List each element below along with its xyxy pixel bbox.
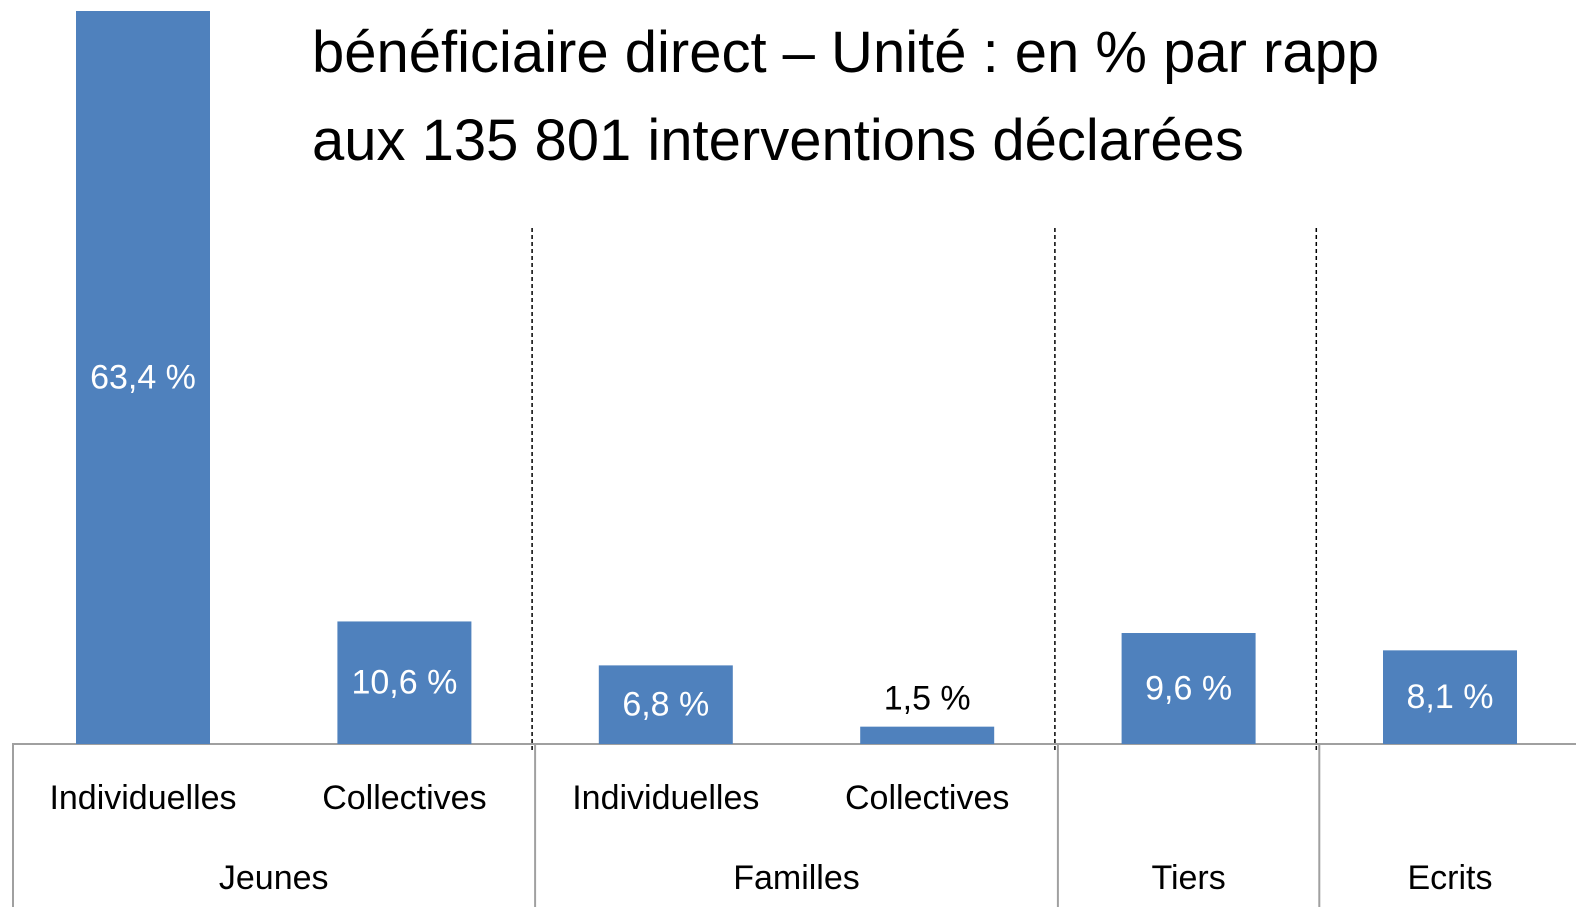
data-label: 6,8 % bbox=[622, 686, 709, 724]
x-tick-label: Collectives bbox=[845, 779, 1009, 817]
x-tick-label: Individuelles bbox=[49, 779, 236, 817]
group-label: Jeunes bbox=[219, 859, 329, 897]
data-label: 8,1 % bbox=[1407, 678, 1494, 716]
data-label: 10,6 % bbox=[351, 664, 457, 702]
bar bbox=[1383, 650, 1517, 744]
bar bbox=[337, 621, 472, 744]
x-tick-label: Collectives bbox=[322, 779, 486, 817]
bar bbox=[598, 665, 733, 744]
x-tick-label: Individuelles bbox=[572, 779, 759, 817]
bar bbox=[860, 726, 995, 744]
chart-title: bénéficiaire direct – Unité : en % par r… bbox=[312, 20, 1379, 85]
data-label: 1,5 % bbox=[884, 680, 971, 718]
group-label: Tiers bbox=[1151, 859, 1225, 897]
bar bbox=[76, 11, 210, 744]
group-label: Ecrits bbox=[1408, 859, 1493, 897]
chart-title: aux 135 801 interventions déclarées bbox=[312, 108, 1244, 173]
data-label: 9,6 % bbox=[1145, 669, 1232, 707]
data-label: 63,4 % bbox=[90, 358, 196, 396]
group-label: Familles bbox=[733, 859, 860, 897]
bar bbox=[1121, 633, 1256, 744]
